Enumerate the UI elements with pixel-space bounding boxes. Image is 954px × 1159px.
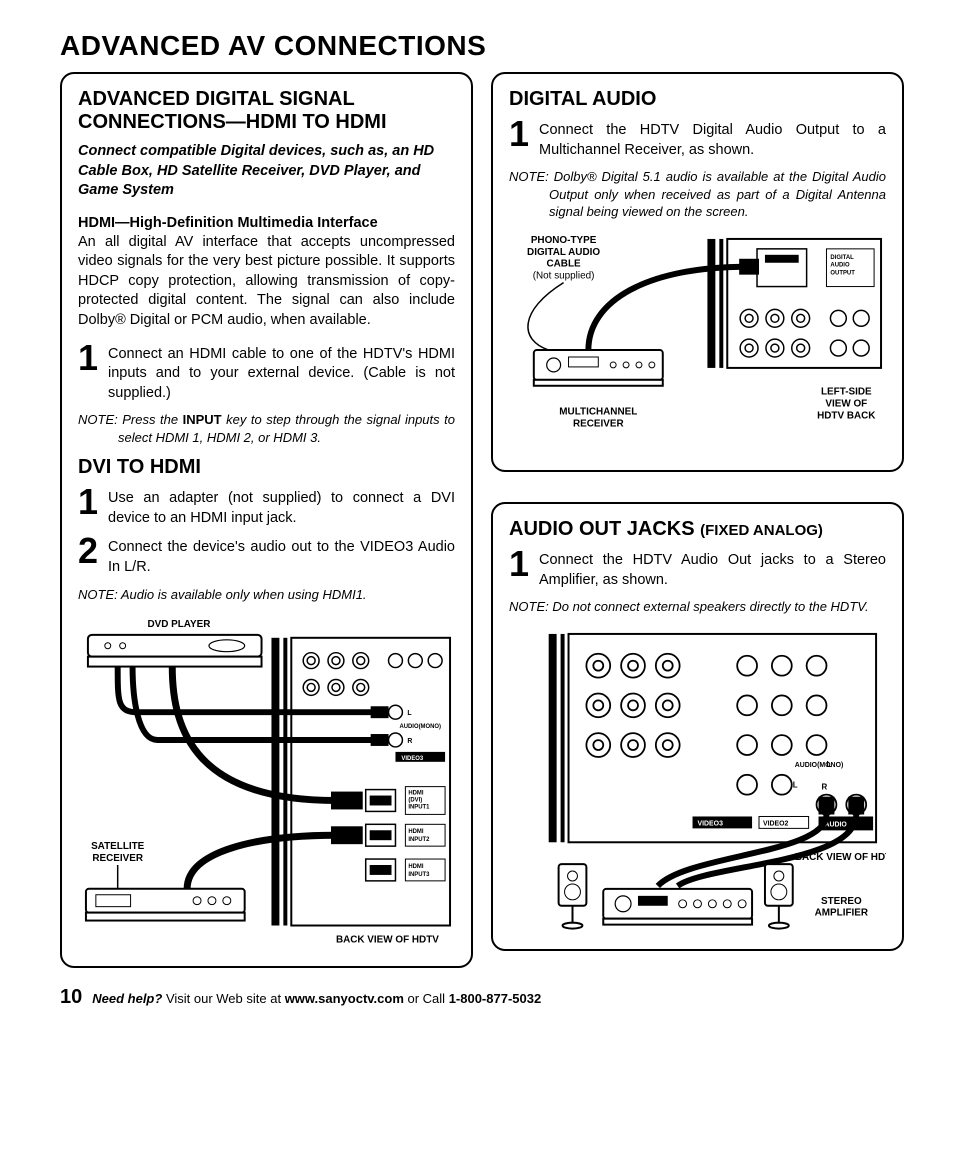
hdmi3-label: HDMI (408, 864, 424, 870)
step-text: Connect the HDTV Audio Out jacks to a St… (539, 549, 886, 590)
step-text: Connect the device's audio out to the VI… (108, 536, 455, 577)
hdmi-note: NOTE: Press the INPUT key to step throug… (78, 411, 455, 446)
jack-label: AUDIO (830, 262, 850, 268)
dvi-step-1: 1 Use an adapter (not supplied) to conne… (78, 487, 455, 528)
jack-label: OUTPUT (830, 270, 855, 276)
label-sat-1: SATELLITE (91, 841, 145, 852)
step-number: 1 (78, 487, 100, 528)
jack-label: VIDEO3 (698, 820, 724, 827)
jack-label: AUDIO(MONO) (399, 724, 441, 730)
back-label-1: LEFT-SIDE (821, 386, 872, 397)
step-text: Use an adapter (not supplied) to connect… (108, 487, 455, 528)
hdmi-subhead: HDMI—High-Definition Multimedia Interfac… (78, 215, 455, 231)
hdmi1-label: (DVI) (408, 798, 422, 804)
hdmi2-label: INPUT2 (408, 837, 430, 843)
left-column: ADVANCED DIGITAL SIGNAL CONNECTIONS—HDMI… (60, 72, 473, 968)
heading-sub: (FIXED ANALOG) (700, 522, 823, 539)
cable-label-3: CABLE (547, 258, 582, 269)
cable-label-4: (Not supplied) (533, 270, 595, 281)
visit-text: Visit our Web site at (162, 991, 284, 1006)
ao-step-1: 1 Connect the HDTV Audio Out jacks to a … (509, 549, 886, 590)
label-back-view: BACK VIEW OF HDTV (336, 934, 439, 945)
jack-label: L (407, 710, 412, 717)
jack-label: AUDIO(MONO) (795, 762, 844, 769)
panel-audio-out: AUDIO OUT JACKS (FIXED ANALOG) 1 Connect… (491, 502, 904, 951)
phone-number: 1-800-877-5032 (449, 991, 542, 1006)
panel-digital-audio: DIGITAL AUDIO 1 Connect the HDTV Digital… (491, 72, 904, 472)
step-number: 1 (509, 549, 531, 590)
heading-audio-out: AUDIO OUT JACKS (FIXED ANALOG) (509, 518, 886, 541)
need-help: Need help? (92, 991, 162, 1006)
content-columns: ADVANCED DIGITAL SIGNAL CONNECTIONS—HDMI… (60, 72, 904, 968)
heading-digital-audio: DIGITAL AUDIO (509, 88, 886, 111)
back-label-3: HDTV BACK (817, 410, 876, 421)
heading-dvi: DVI TO HDMI (78, 456, 455, 479)
receiver-label-2: RECEIVER (573, 418, 624, 429)
heading-main: AUDIO OUT JACKS (509, 518, 700, 540)
step-number: 1 (509, 119, 531, 160)
jack-label: R (822, 782, 828, 791)
jack-label: R (407, 738, 412, 745)
heading-hdmi: ADVANCED DIGITAL SIGNAL CONNECTIONS—HDMI… (78, 88, 455, 134)
hdmi1-label: INPUT1 (408, 805, 430, 811)
label-dvd: DVD PLAYER (147, 619, 210, 630)
note-bold: INPUT (183, 412, 222, 427)
diagram-digital-audio: PHONO-TYPE DIGITAL AUDIO CABLE (Not supp… (509, 231, 886, 454)
page-footer: 10 Need help? Visit our Web site at www.… (60, 986, 904, 1009)
label-amp-2: AMPLIFIER (815, 907, 868, 918)
step-text: Connect an HDMI cable to one of the HDTV… (108, 343, 455, 404)
right-column: DIGITAL AUDIO 1 Connect the HDTV Digital… (491, 72, 904, 968)
hdmi-body: An all digital AV interface that accepts… (78, 233, 455, 331)
hdmi-step-1: 1 Connect an HDMI cable to one of the HD… (78, 343, 455, 404)
jack-label: VIDEO2 (763, 820, 789, 827)
step-number: 1 (78, 343, 100, 404)
hdmi2-label: HDMI (408, 829, 424, 835)
note-prefix: NOTE: Press the (78, 412, 183, 427)
step-text: Connect the HDTV Digital Audio Output to… (539, 119, 886, 160)
receiver-label-1: MULTICHANNEL (559, 406, 637, 417)
label-amp-1: STEREO (821, 895, 862, 906)
da-step-1: 1 Connect the HDTV Digital Audio Output … (509, 119, 886, 160)
panel-hdmi-dvi: ADVANCED DIGITAL SIGNAL CONNECTIONS—HDMI… (60, 72, 473, 968)
step-number: 2 (78, 536, 100, 577)
page-title: ADVANCED AV CONNECTIONS (60, 30, 904, 62)
page-number: 10 (60, 986, 82, 1009)
or-call-text: or Call (404, 991, 449, 1006)
label-sat-2: RECEIVER (92, 853, 143, 864)
cable-label-2: DIGITAL AUDIO (527, 247, 600, 258)
back-label-2: VIEW OF (825, 398, 867, 409)
hdmi1-label: HDMI (408, 791, 424, 797)
da-note: NOTE: Dolby® Digital 5.1 audio is availa… (509, 168, 886, 221)
dvi-note: NOTE: Audio is available only when using… (78, 586, 455, 604)
diagram-audio-out: AUDIO(MONO) L L VIDEO3 AUDIO R VIDEO2 (509, 626, 886, 934)
diagram-dvi-hdmi: DVD PLAYER (78, 613, 455, 950)
jack-label: DIGITAL (830, 255, 854, 261)
hdmi-intro: Connect compatible Digital devices, such… (78, 142, 455, 201)
jack-label: AUDIO (824, 821, 847, 828)
label-back-view: BACK VIEW OF HDTV (795, 852, 886, 863)
dvi-step-2: 2 Connect the device's audio out to the … (78, 536, 455, 577)
jack-label: L (793, 780, 798, 789)
website-url: www.sanyoctv.com (285, 991, 404, 1006)
cable-label-1: PHONO-TYPE (531, 235, 597, 246)
jack-label: VIDEO3 (401, 756, 423, 762)
jack-label: L (826, 760, 831, 769)
hdmi3-label: INPUT3 (408, 872, 430, 878)
ao-note: NOTE: Do not connect external speakers d… (509, 598, 886, 616)
